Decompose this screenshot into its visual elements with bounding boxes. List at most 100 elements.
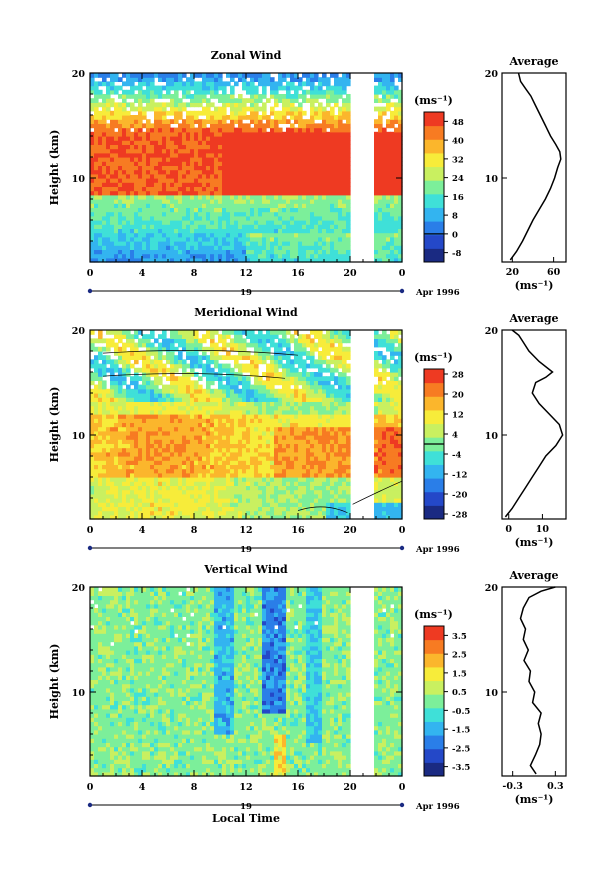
field-cell xyxy=(310,123,315,129)
field-cell xyxy=(166,102,171,108)
field-cell xyxy=(146,506,151,512)
field-cell xyxy=(238,393,243,398)
field-cell xyxy=(170,207,175,213)
field-cell xyxy=(266,443,271,449)
field-cell xyxy=(318,115,323,120)
field-cell xyxy=(378,203,383,208)
field-cell xyxy=(318,161,323,166)
field-cell xyxy=(158,144,163,150)
field-cell xyxy=(162,157,167,162)
field-cell xyxy=(266,456,271,461)
field-cell xyxy=(234,186,239,192)
field-cell xyxy=(198,241,203,246)
field-cell xyxy=(234,372,239,377)
field-cell xyxy=(234,498,239,503)
field-cell xyxy=(322,131,327,137)
field-cell xyxy=(222,498,227,503)
field-cell xyxy=(226,409,231,415)
field-cell xyxy=(170,102,175,108)
field-cell xyxy=(182,439,187,444)
field-cell xyxy=(266,178,271,183)
field-cell xyxy=(150,224,155,229)
field-cell xyxy=(146,136,151,141)
field-cell xyxy=(262,136,267,141)
field-cell xyxy=(230,245,235,250)
field-cell xyxy=(146,380,151,386)
field-cell xyxy=(146,131,151,137)
field-cell xyxy=(134,334,139,339)
field-cell xyxy=(246,224,251,229)
field-cell xyxy=(266,73,271,78)
field-cell xyxy=(98,165,103,171)
field-cell xyxy=(154,405,159,411)
field-cell xyxy=(114,481,119,486)
field-cell xyxy=(290,102,295,108)
field-cell xyxy=(202,224,207,229)
field-cell xyxy=(334,81,339,87)
field-cell xyxy=(310,144,315,150)
field-cell xyxy=(314,94,319,99)
field-cell xyxy=(110,110,115,116)
field-cell xyxy=(202,144,207,150)
field-cell xyxy=(114,401,119,407)
field-cell xyxy=(206,477,211,482)
field-cell xyxy=(226,236,231,242)
field-cell xyxy=(134,119,139,124)
field-cell xyxy=(210,435,215,440)
field-cell xyxy=(102,241,107,246)
field-cell xyxy=(310,232,315,238)
field-cell xyxy=(218,81,223,87)
field-cell xyxy=(242,190,247,196)
field-cell xyxy=(374,94,379,99)
field-cell xyxy=(318,127,323,133)
field-cell xyxy=(250,456,255,461)
field-cell xyxy=(94,506,99,512)
field-cell xyxy=(386,161,391,166)
field-cell xyxy=(166,393,171,398)
field-cell xyxy=(114,334,119,339)
field-cell xyxy=(390,157,395,162)
field-cell xyxy=(218,447,223,453)
field-cell xyxy=(294,236,299,242)
field-cell xyxy=(122,493,127,499)
field-cell xyxy=(342,253,347,259)
field-cell xyxy=(118,115,123,120)
field-cell xyxy=(246,73,251,78)
field-cell xyxy=(106,178,111,183)
field-cell xyxy=(266,228,271,234)
field-cell xyxy=(258,207,263,213)
field-cell xyxy=(130,73,135,78)
field-cell xyxy=(202,220,207,225)
field-cell xyxy=(246,351,251,356)
field-cell xyxy=(238,514,243,520)
field-cell xyxy=(306,253,311,259)
field-cell xyxy=(246,253,251,259)
field-cell xyxy=(218,123,223,129)
field-cell xyxy=(130,443,135,449)
field-cell xyxy=(382,236,387,242)
field-cell xyxy=(238,249,243,255)
field-cell xyxy=(270,182,275,187)
field-cell xyxy=(274,152,279,158)
field-cell xyxy=(122,477,127,482)
field-cell xyxy=(258,98,263,103)
field-cell xyxy=(318,178,323,183)
field-cell xyxy=(322,144,327,150)
field-cell xyxy=(174,119,179,124)
field-cell xyxy=(182,380,187,386)
field-cell xyxy=(250,253,255,259)
field-cell xyxy=(166,186,171,192)
field-cell xyxy=(394,85,399,91)
field-cell xyxy=(178,161,183,166)
field-cell xyxy=(254,110,259,116)
field-cell xyxy=(90,506,95,512)
field-cell xyxy=(214,472,219,478)
field-cell xyxy=(130,342,135,348)
field-cell xyxy=(262,203,267,208)
field-cell xyxy=(210,372,215,377)
field-cell xyxy=(94,165,99,171)
field-cell xyxy=(378,131,383,137)
field-cell xyxy=(230,178,235,183)
field-cell xyxy=(166,435,171,440)
field-cell xyxy=(262,77,267,82)
